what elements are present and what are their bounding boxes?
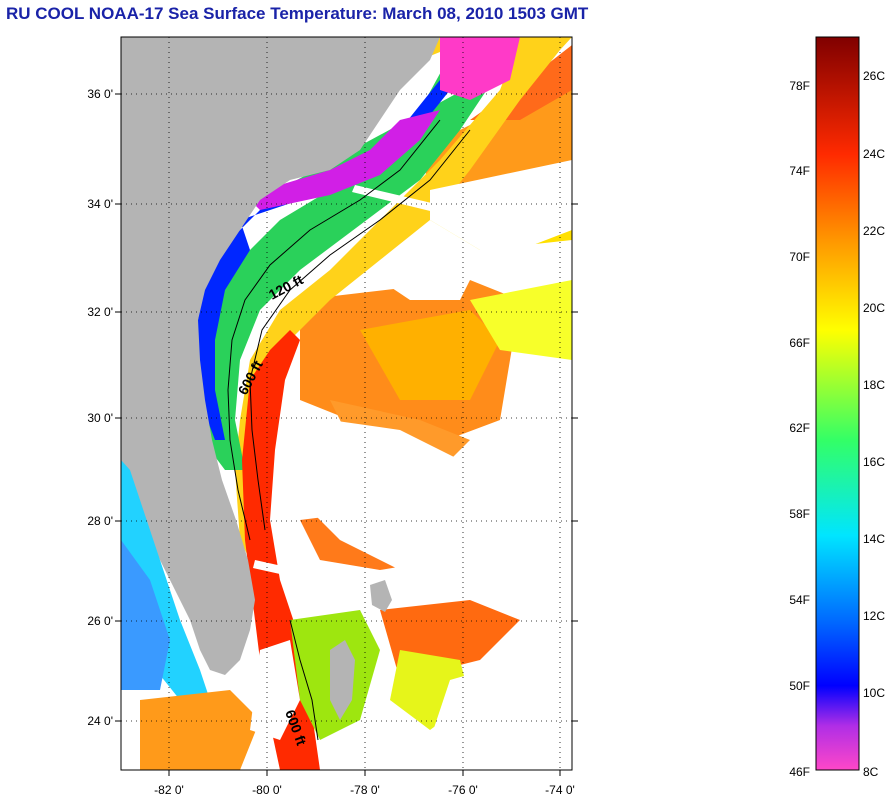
land-bahamas-grand [370,580,392,612]
cbar-c-12: 12C [863,609,885,623]
lat-label-30: 30 0' [87,411,113,425]
map-frame [120,36,573,771]
contour-600ft [249,129,471,531]
sst-imagery [121,37,572,770]
sst-yellow-east [470,280,572,360]
cbar-c-20: 20C [863,301,885,315]
cbar-c-22: 22C [863,224,885,238]
lat-label-36: 36 0' [87,87,113,101]
lat-label-32: 32 0' [87,305,113,319]
cloud-2 [290,420,572,600]
sst-shelf-break [235,37,572,560]
lon-label-74: -74 0' [545,783,575,797]
frame-ticks [115,93,578,776]
lon-label-82: -82 0' [154,783,184,797]
land-mainland [121,37,440,675]
cbar-f-62: 62F [789,421,810,435]
sst-offshore-north-warm [470,45,572,120]
cbar-f-46: 46F [789,765,810,779]
cbar-c-24: 24C [863,147,885,161]
cloud-4 [250,640,300,740]
swath-gap-north [352,185,470,220]
swath-gap-south [253,560,300,578]
sst-eddy [360,310,500,400]
cbar-f-78: 78F [789,79,810,93]
contour-600ft-south [289,619,319,741]
cbar-c-26: 26C [863,69,885,83]
page-title: RU COOL NOAA-17 Sea Surface Temperature:… [6,4,589,23]
cbar-f-66: 66F [789,336,810,350]
cbar-f-54: 54F [789,593,810,607]
cbar-f-70: 70F [789,250,810,264]
lat-label-28: 28 0' [87,514,113,528]
sst-shelf-green [200,37,520,470]
lon-label-76: -76 0' [448,783,478,797]
sst-cold-magenta [250,110,440,210]
sst-cold-north [440,37,520,100]
lat-label-26: 26 0' [87,614,113,628]
cbar-c-8: 8C [863,765,879,779]
land-bahamas-andros [330,640,355,720]
cloud-3 [520,380,572,460]
cbar-f-50: 50F [789,679,810,693]
cbar-f-74: 74F [789,164,810,178]
sst-florida-keys [140,690,260,770]
cloud-6 [380,260,470,300]
colorbar [815,36,860,771]
cbar-c-14: 14C [863,532,885,546]
sst-gulf-west-blue [121,540,170,690]
lon-label-80: -80 0' [252,783,282,797]
cbar-c-18: 18C [863,378,885,392]
contour-120ft [227,119,441,541]
cloud-5 [430,660,572,770]
cbar-f-58: 58F [789,507,810,521]
cbar-c-16: 16C [863,455,885,469]
cbar-c-10: 10C [863,686,885,700]
lat-label-24: 24 0' [87,714,113,728]
lat-label-34: 34 0' [87,197,113,211]
cloud-1 [430,160,572,250]
lon-label-78: -78 0' [350,783,380,797]
graticule [121,37,572,770]
